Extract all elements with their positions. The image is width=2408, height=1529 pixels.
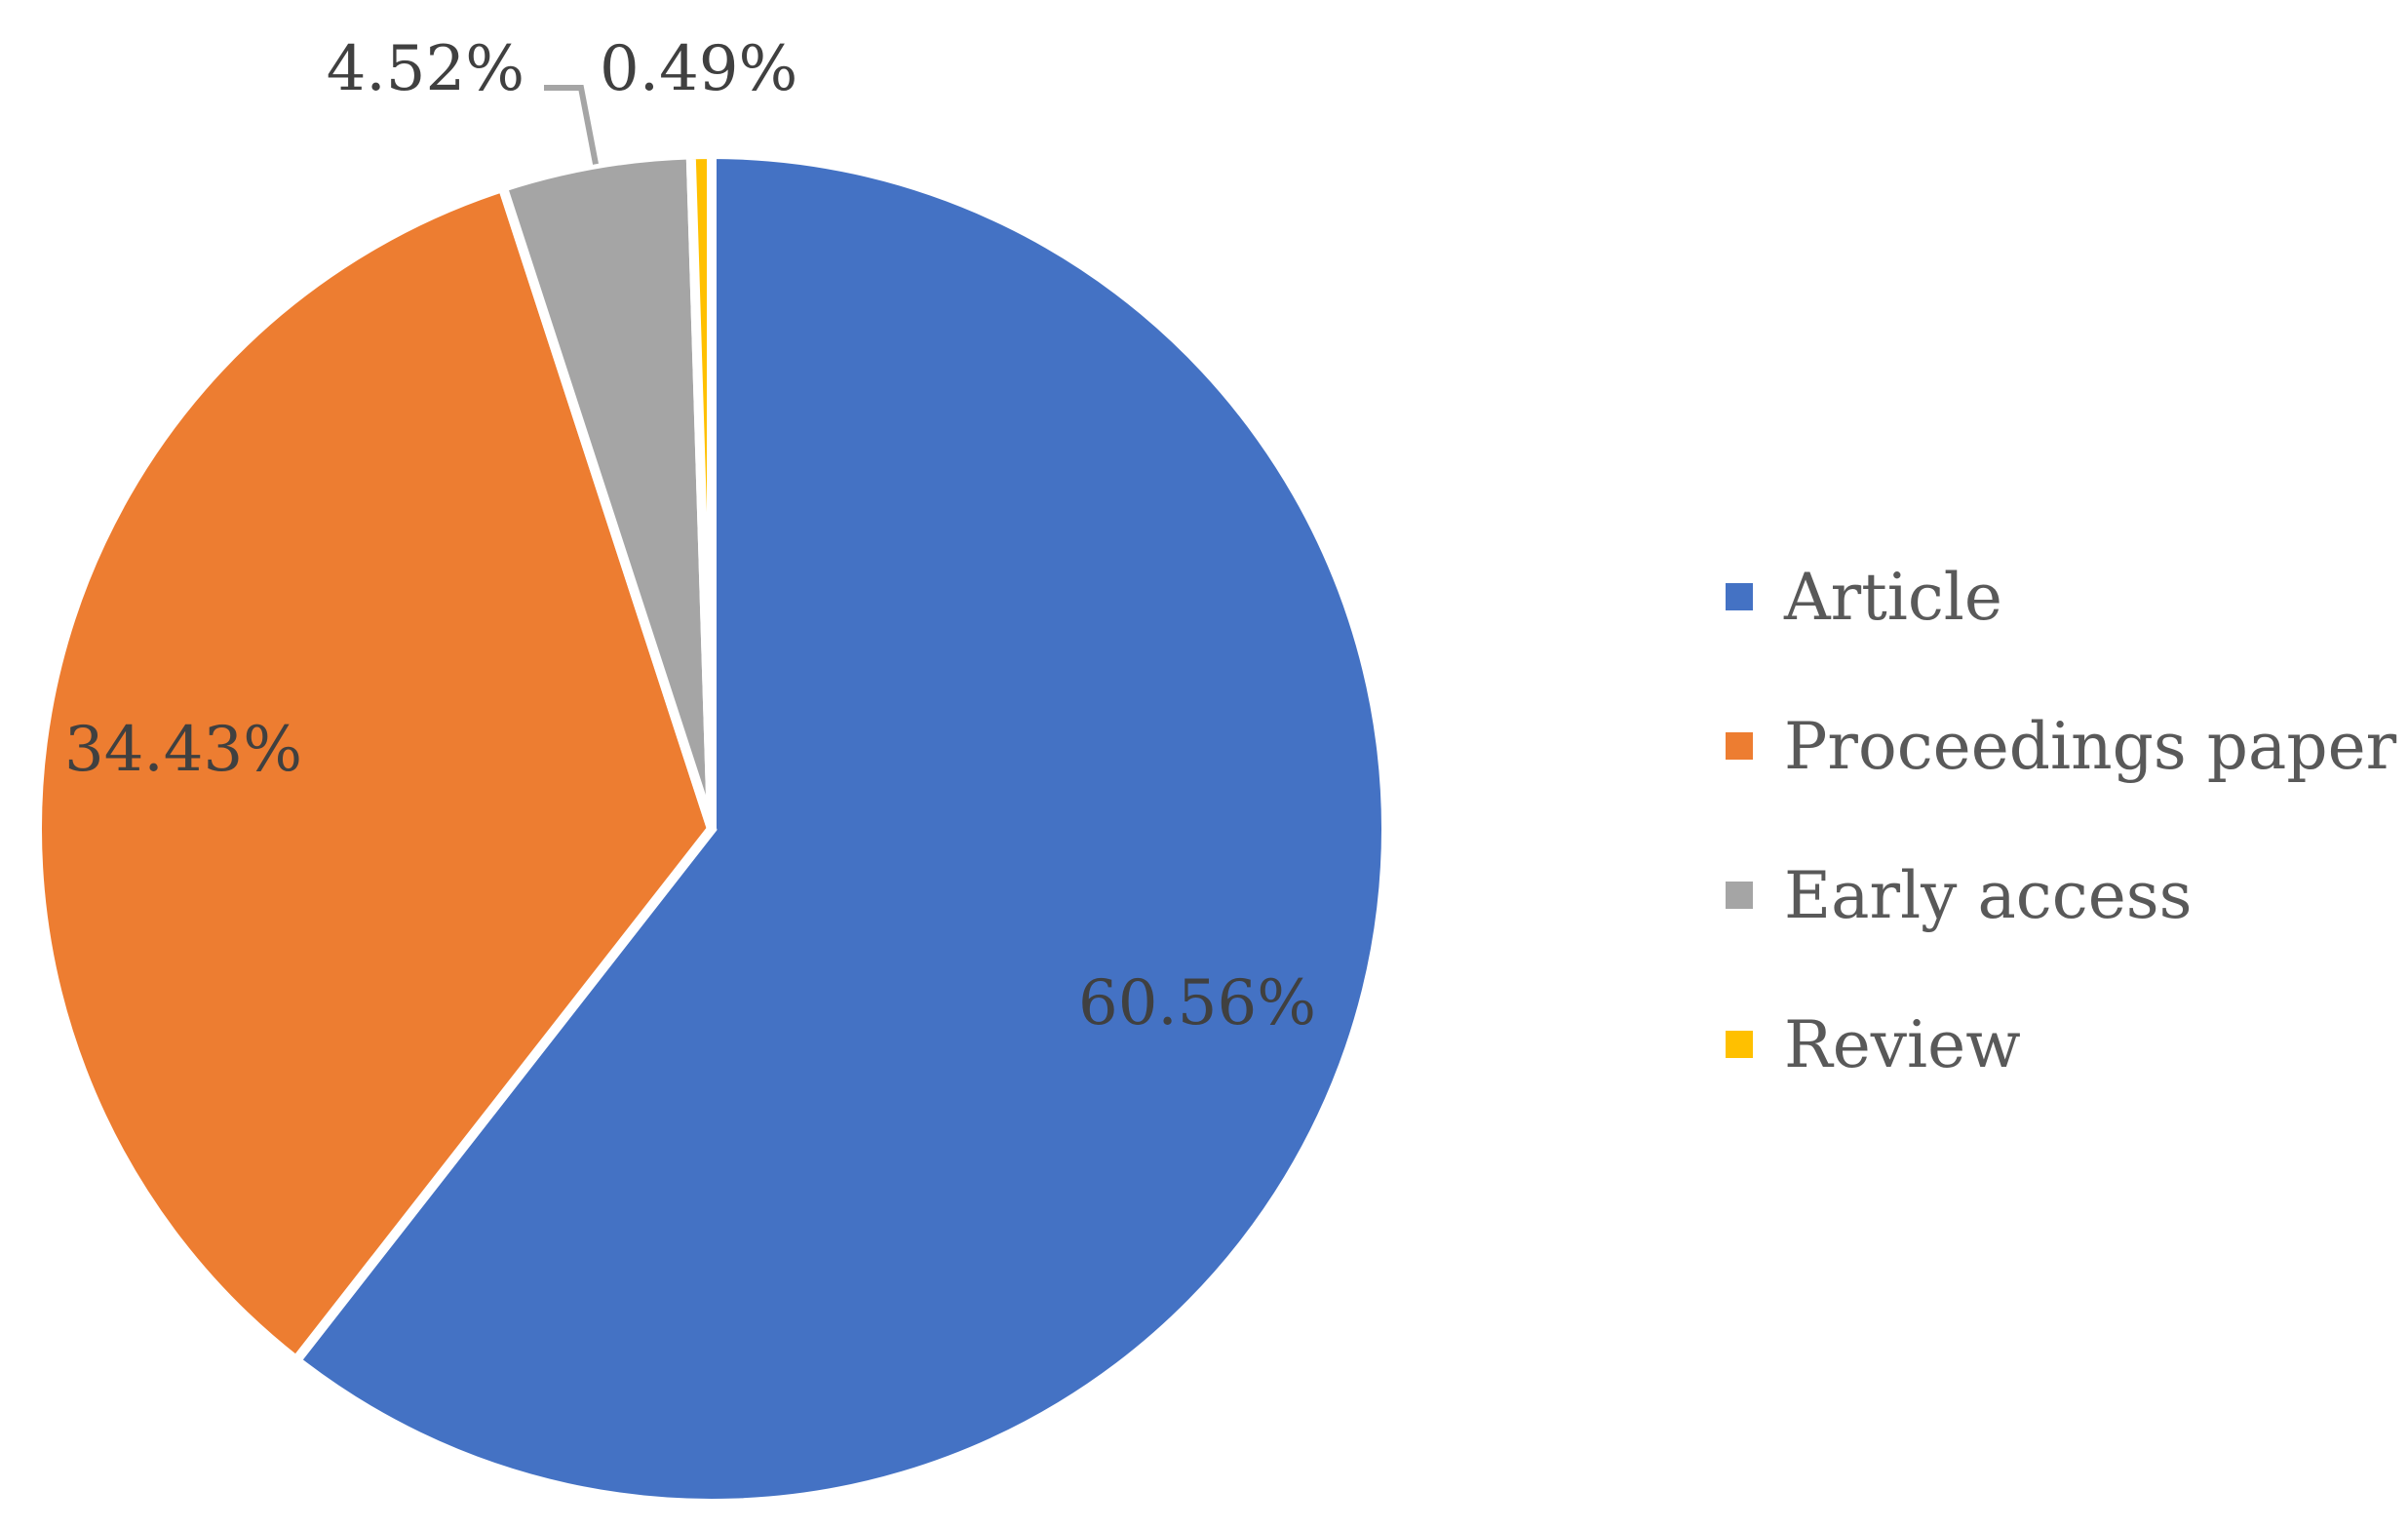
pie-slices: [32, 148, 1392, 1509]
legend-label-review: Review: [1784, 1007, 2021, 1082]
leader-lines: [544, 85, 599, 165]
data-label-article: 60.56%: [1078, 967, 1316, 1039]
data-label-proceedings-paper: 34.43%: [64, 714, 302, 786]
legend-label-proceedings-paper: Proceedings paper: [1784, 709, 2397, 784]
data-label-review: 0.49%: [600, 33, 797, 105]
pie-slice-review: [685, 148, 717, 830]
leader-line-early-access: [544, 85, 599, 165]
legend-swatch-early-access: [1726, 882, 1753, 909]
legend-label-article: Article: [1783, 560, 2002, 635]
data-labels: 60.56% 34.43% 4.52% 0.49%: [64, 33, 1316, 1039]
legend-swatch-review: [1726, 1031, 1753, 1058]
legend-swatch-article: [1726, 583, 1753, 610]
pie-slice-proceedings-paper: [32, 180, 718, 1368]
data-label-early-access: 4.52%: [327, 33, 524, 105]
legend: Article Proceedings paper Early access Revi…: [1726, 560, 2397, 1082]
legend-swatch-proceedings-paper: [1726, 732, 1753, 760]
legend-label-early-access: Early access: [1784, 858, 2193, 933]
pie-slice-article: [289, 148, 1392, 1509]
